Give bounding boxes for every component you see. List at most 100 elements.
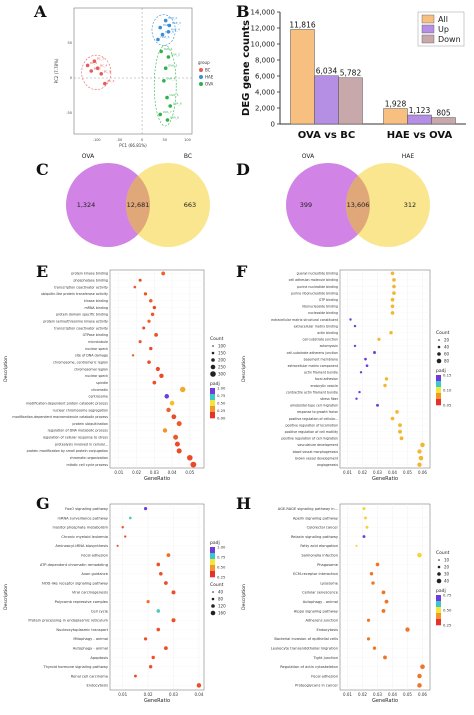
y-tick-label: Leukocyte transendothelial migration <box>271 646 338 650</box>
legend-count-label: 40 <box>444 579 450 584</box>
pca-point-hae <box>156 37 160 42</box>
pca-point-bc <box>92 59 97 63</box>
venn-circle-bc <box>126 163 210 247</box>
y-tick-label: Renal cell carcinoma <box>71 674 108 678</box>
dot-point <box>179 386 186 393</box>
y-tick-label: ubiquitin-like protein transferase activ… <box>41 292 108 296</box>
pca-point-label: OVA_7 <box>163 110 172 114</box>
dot-point <box>355 544 358 547</box>
dot-point <box>155 366 160 372</box>
y-axis-label: Description <box>3 584 9 610</box>
dot-point <box>420 664 425 670</box>
dot-point <box>143 292 148 296</box>
dot-point <box>390 416 395 421</box>
dot-point <box>390 304 395 309</box>
go-dotplot-f: 0.01 0.02 0.03 0.04 0.05 0.06 GeneRatio Descrip… <box>241 269 452 482</box>
y-tick-label: nuclear speck <box>85 347 108 351</box>
bar-up <box>314 75 339 125</box>
dot-point <box>392 291 396 295</box>
legend-count-marker <box>210 364 216 370</box>
bar-up <box>407 114 432 125</box>
dot-point <box>389 331 393 335</box>
y-tick-label: Cellular senescence <box>302 591 339 595</box>
pca-point-label: HAE_4 <box>171 27 180 31</box>
legend-count-marker <box>437 352 441 356</box>
pca-point-ova <box>163 66 168 70</box>
y-tick-label: regulation of DNA metabolic process <box>48 429 109 433</box>
legend-padj-label: 0.25 <box>217 408 226 413</box>
dot-point <box>143 507 148 511</box>
y-tick-label: 2,000 <box>255 105 275 113</box>
y-axis-label: Description <box>241 356 247 382</box>
y-tick-label: Fatty acid elongation <box>300 544 338 548</box>
x-tick-label: 0.02 <box>358 470 367 475</box>
legend-count-marker <box>437 565 441 569</box>
x-axis-label: GeneRatio <box>144 476 170 482</box>
legend-count-marker <box>211 604 215 608</box>
pca-point-label: HAE_5 <box>165 30 174 34</box>
dot-point <box>417 683 422 688</box>
legend-count-title: Count <box>436 330 450 336</box>
legend-label: Down <box>438 35 461 44</box>
legend-count-label: 30 <box>444 572 450 577</box>
dot-point <box>377 337 381 341</box>
pca-point-label: BC_1 <box>90 61 97 65</box>
venn-ova-hae: OVA HAE 399 13,606 312 <box>286 153 430 247</box>
y-tick-label: Nucleocytoplasmic transport <box>56 628 108 632</box>
y-tick-label: NOD-like receptor signaling pathway <box>42 581 109 585</box>
legend-padj-title: padj <box>436 368 446 374</box>
y-tick-label: chromatin organization <box>70 456 108 460</box>
dot-point <box>375 562 380 567</box>
y-tick-label: 0 <box>70 76 72 80</box>
bar-data-label: 11,816 <box>289 20 315 29</box>
legend-padj-label: 0.10 <box>443 388 452 393</box>
y-tick-label: Tight junction <box>312 656 338 660</box>
dot-point <box>133 674 137 678</box>
y-tick-label: protein serine/threonine kinase activity <box>43 320 108 324</box>
group-ellipse-ova <box>153 45 177 127</box>
dot-point <box>417 552 422 558</box>
x-tick-label: 0.04 <box>388 692 397 697</box>
y-tick-label: centrosome <box>89 395 109 399</box>
legend-marker-bc <box>199 68 203 72</box>
dot-point <box>399 436 404 441</box>
dot-point <box>149 346 153 351</box>
dot-point <box>371 581 375 585</box>
dot-point <box>171 618 176 623</box>
pca-point-label: BC_6 <box>107 79 114 83</box>
x-tick-label: 0 <box>141 138 143 142</box>
dot-point <box>417 462 422 467</box>
pca-point-label: BC_3 <box>97 57 104 61</box>
legend-count-marker <box>437 345 441 349</box>
pca-point-hae <box>166 30 171 34</box>
dot-point <box>392 284 396 289</box>
legend-padj-gradient <box>436 601 441 608</box>
dot-point <box>420 442 425 448</box>
dot-point <box>395 410 399 414</box>
x-tick-label: 0.05 <box>185 470 194 475</box>
y-tick-label: 50 <box>68 41 72 45</box>
venn-count-left: 1,324 <box>77 201 96 209</box>
legend-padj-label: 0.00 <box>217 416 226 421</box>
legend-count-label: 80 <box>218 597 224 602</box>
dot-point <box>398 423 402 427</box>
x-tick-label: 0.04 <box>194 692 203 697</box>
y-tick-label: chromosomal region <box>74 367 108 371</box>
dot-point <box>359 371 363 374</box>
y-tick-label: chromatin <box>91 388 108 392</box>
dot-point <box>176 448 182 454</box>
dot-point <box>147 319 151 323</box>
legend-padj-gradient <box>210 388 215 395</box>
y-tick-label: ameboidal-type cell migration <box>290 404 338 408</box>
legend-marker-ova <box>199 82 203 86</box>
x-axis-label: GeneRatio <box>144 698 170 704</box>
dot-point <box>159 571 163 576</box>
legend-padj-label: 0.75 <box>217 555 226 560</box>
dot-point <box>384 599 389 604</box>
legend-padj-title: padj <box>210 381 220 387</box>
x-tick-label: 50 <box>163 138 167 142</box>
y-tick-label: protein ubiquitination <box>72 422 108 426</box>
dot-point <box>163 646 168 651</box>
panel-label-d: D <box>236 160 250 179</box>
y-tick-label: mRNA surveillance pathway <box>58 516 109 520</box>
